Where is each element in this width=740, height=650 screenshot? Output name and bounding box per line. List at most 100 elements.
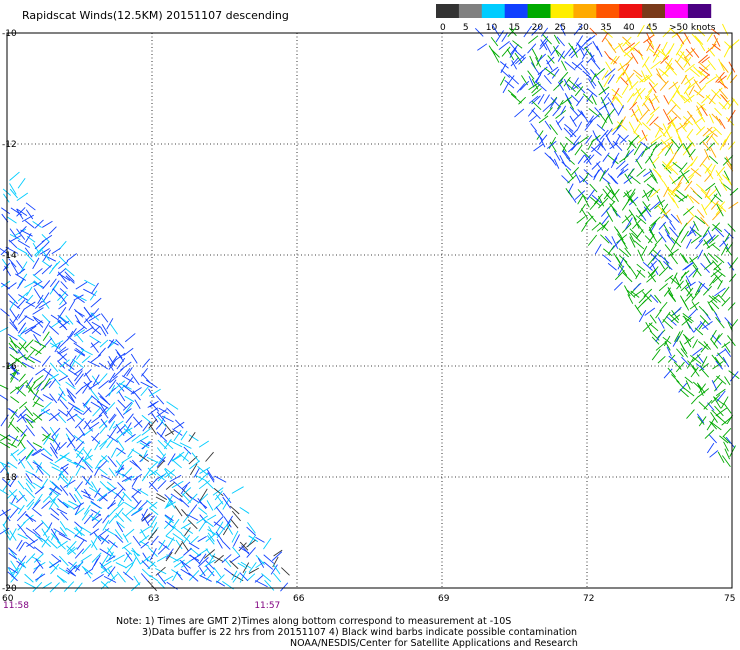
wind-barb [164,467,175,477]
wind-barb [641,95,650,107]
wind-barb [198,472,209,483]
wind-barb [105,402,116,413]
wind-barb [51,466,63,473]
wind-barb [40,409,51,416]
wind-barb [531,109,541,120]
wind-barb [123,552,131,563]
wind-barb [642,261,653,271]
wind-barb [213,501,224,510]
wind-barb [549,124,558,136]
wind-barb [9,507,19,519]
wind-barb [664,158,673,170]
wind-barb [213,488,224,497]
wind-barb [131,495,140,505]
grid-lines [7,33,732,588]
wind-barb [181,493,192,503]
wind-barb [636,104,643,116]
wind-barb [90,540,98,551]
wind-barb [668,188,680,198]
wind-barb [698,281,710,291]
wind-barb [170,493,183,503]
wind-barb [604,37,613,47]
wind-barb [195,475,207,482]
wind-barb [684,63,695,73]
wind-barb [694,327,704,336]
wind-barb [142,552,149,562]
wind-barb [680,270,690,279]
wind-barb [650,143,658,156]
wind-barb [652,141,663,151]
wind-barb [714,311,721,323]
wind-barb [509,47,517,59]
wind-barb [226,524,234,535]
wind-barb [647,268,657,278]
wind-barb [104,528,118,537]
wind-barb [273,564,281,575]
wind-barb [90,354,102,363]
wind-barb [132,535,141,547]
wind-barb [713,396,722,409]
wind-barb [65,315,74,325]
wind-barb [270,564,278,575]
wind-barb [606,211,614,222]
wind-barb [122,571,134,581]
wind-barb [635,158,643,170]
wind-barb [167,453,176,466]
wind-barb [680,171,690,184]
wind-barb [73,527,85,537]
wind-barb [106,438,114,449]
wind-barb [8,567,19,574]
wind-barb [507,75,515,84]
wind-barb [34,246,44,256]
wind-barb [723,170,730,181]
wind-barb [49,582,60,593]
wind-barb [25,478,36,489]
wind-barb [507,27,517,38]
wind-barb [629,41,640,51]
wind-barb [82,326,94,335]
wind-barbs [0,23,740,593]
wind-barb [116,382,125,392]
wind-barb [199,467,211,474]
wind-barb [58,533,71,541]
scale-swatch [458,4,483,18]
wind-barb [215,494,224,505]
wind-barb [574,60,584,69]
wind-barb [85,479,94,488]
wind-barb [90,342,99,353]
wind-barb [181,533,191,543]
wind-barb [206,535,215,545]
wind-barb [617,61,629,71]
wind-barb [79,525,92,534]
wind-barb [729,187,739,196]
wind-barb [672,162,683,170]
wind-barb [110,447,117,458]
wind-barb [699,320,709,330]
wind-barb [555,120,563,131]
wind-barb [587,139,595,150]
wind-barb [214,490,223,501]
wind-barb [181,481,191,490]
wind-barb [115,562,127,569]
wind-barb [102,519,110,531]
wind-barb [33,393,44,402]
wind-barb [576,216,586,224]
wind-barb [670,237,682,248]
wind-barb [0,508,11,517]
wind-barb [0,308,10,317]
wind-barb [627,92,635,103]
wind-barb [148,418,158,429]
wind-barb [41,264,53,275]
wind-barb [35,367,46,376]
wind-barb [215,580,226,587]
wind-barb [622,64,630,76]
wind-barb [41,250,50,261]
wind-barb [591,143,601,153]
wind-barb [18,561,26,573]
wind-barb [649,229,658,242]
wind-barb [49,487,61,496]
wind-barb [149,516,157,528]
wind-barb [649,106,660,116]
wind-barb [694,35,704,46]
wind-barb [700,368,710,378]
